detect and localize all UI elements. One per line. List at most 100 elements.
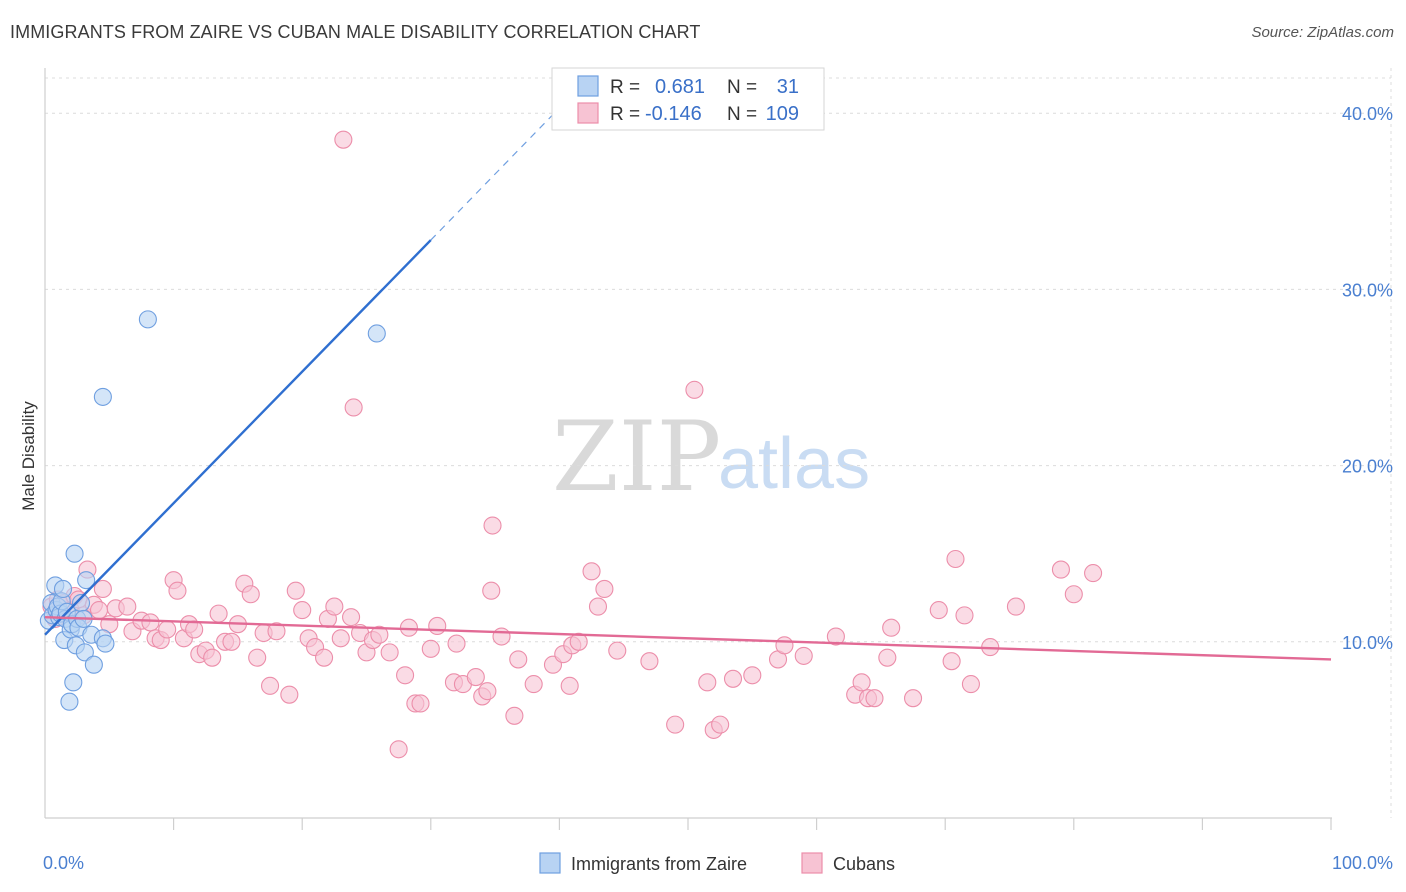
cubans-point-72 <box>492 627 511 646</box>
legend-n-value-zaire: 31 <box>777 76 799 98</box>
cubans-point-111 <box>1051 560 1070 579</box>
cubans-point-63 <box>428 616 447 636</box>
cubans-point-103 <box>903 689 923 708</box>
cubans-point-71 <box>483 516 502 535</box>
cubans-point-45 <box>315 648 334 667</box>
cubans-point-85 <box>640 652 659 671</box>
cubans-point-69 <box>478 682 497 701</box>
y-tick-labels: 10.0% 20.0% 30.0% 40.0% <box>1342 104 1393 653</box>
cubans-point-67 <box>466 667 485 687</box>
zaire-point-13 <box>60 692 79 711</box>
cubans-point-23 <box>168 581 187 600</box>
cubans-point-48 <box>331 629 350 648</box>
cubans-point-74 <box>509 650 528 669</box>
cubans-point-30 <box>209 604 228 623</box>
cubans-point-15 <box>118 597 137 616</box>
cubans-point-96 <box>826 627 845 646</box>
cubans-point-41 <box>286 581 305 600</box>
cubans-point-42 <box>293 601 312 620</box>
legend-swatch-zaire <box>577 75 599 97</box>
cubans-point-56 <box>380 643 399 662</box>
zaire-point-23 <box>75 643 94 662</box>
zaire-point-28 <box>96 634 115 653</box>
cubans-point-106 <box>946 549 965 569</box>
legend-n-label-zaire: N = <box>727 77 757 98</box>
watermark-atlas: atlas <box>718 424 870 504</box>
cubans-point-95 <box>794 646 813 665</box>
cubans-point-26 <box>185 620 204 639</box>
bottom-legend-label-cubans: Cubans <box>833 854 895 874</box>
correlation-legend: R = 0.681 N = 31 R = -0.146 N = 109 <box>551 67 825 131</box>
cubans-point-58 <box>396 666 415 685</box>
cubans-points <box>42 130 1103 759</box>
zaire-point-30 <box>138 310 157 329</box>
cubans-point-88 <box>698 673 717 692</box>
cubans-point-70 <box>482 581 501 600</box>
cubans-point-94 <box>775 636 794 655</box>
cubans-point-53 <box>334 130 353 149</box>
y-tick-label-40: 40.0% <box>1342 104 1393 124</box>
cubans-point-21 <box>158 620 177 639</box>
x-tick-label-max: 100.0% <box>1332 853 1393 873</box>
cubans-point-11 <box>89 601 109 620</box>
zaire-point-31 <box>367 324 386 343</box>
cubans-point-86 <box>666 715 685 734</box>
cubans-point-113 <box>1084 564 1103 583</box>
cubans-point-12 <box>93 579 112 599</box>
bottom-legend-swatch-cubans <box>801 852 823 874</box>
cubans-point-50 <box>344 398 363 417</box>
source-label: Source: ZipAtlas.com <box>1251 24 1394 41</box>
cubans-point-82 <box>588 597 608 616</box>
cubans-point-84 <box>608 641 627 660</box>
cubans-point-57 <box>389 740 408 759</box>
legend-swatch-cubans <box>577 102 599 124</box>
y-axis-title: Male Disability <box>19 401 38 511</box>
cubans-point-81 <box>582 562 601 581</box>
watermark: ZIP atlas <box>552 401 870 513</box>
cubans-point-61 <box>411 694 430 713</box>
cubans-point-83 <box>595 579 614 599</box>
cubans-point-40 <box>280 685 299 704</box>
cubans-point-87 <box>685 380 704 399</box>
cubans-point-80 <box>569 632 588 651</box>
cubans-point-62 <box>421 639 440 658</box>
legend-r-value-zaire: 0.681 <box>655 76 705 98</box>
y-tick-label-30: 30.0% <box>1342 280 1393 300</box>
cubans-point-32 <box>222 632 241 651</box>
cubans-point-102 <box>882 618 901 637</box>
cubans-point-110 <box>1006 597 1025 616</box>
series-legend: Immigrants from Zaire Cubans <box>539 852 895 874</box>
cubans-point-92 <box>743 666 762 685</box>
trend-lines <box>44 107 1332 661</box>
cubans-point-101 <box>878 648 897 667</box>
cubans-point-91 <box>723 669 743 688</box>
x-tick-label-min: 0.0% <box>43 853 84 873</box>
x-ticks <box>173 818 1332 830</box>
legend-r-label-cubans: R = <box>610 104 640 125</box>
cubans-point-38 <box>260 676 280 695</box>
legend-r-value-cubans: -0.146 <box>645 103 702 125</box>
cubans-point-112 <box>1064 585 1083 604</box>
cubans-point-35 <box>241 585 260 604</box>
zaire-trend-extension <box>430 107 560 241</box>
cubans-point-75 <box>524 675 543 694</box>
cubans-point-39 <box>267 622 286 641</box>
y-tick-label-20: 20.0% <box>1342 457 1393 477</box>
cubans-point-55 <box>370 625 389 644</box>
cubans-point-90 <box>711 715 730 734</box>
cubans-point-49 <box>342 608 361 627</box>
cubans-point-100 <box>865 689 884 708</box>
zaire-point-26 <box>84 655 103 674</box>
zaire-point-16 <box>64 673 83 692</box>
legend-n-value-cubans: 109 <box>766 103 799 125</box>
cubans-point-104 <box>929 601 948 620</box>
gridlines <box>45 68 1392 818</box>
cubans-point-47 <box>325 597 344 616</box>
cubans-trend-line <box>44 615 1332 661</box>
chart-title: IMMIGRANTS FROM ZAIRE VS CUBAN MALE DISA… <box>10 22 701 42</box>
cubans-point-78 <box>560 676 579 695</box>
zaire-point-24 <box>77 571 96 590</box>
legend-n-label-cubans: N = <box>727 104 757 125</box>
cubans-point-65 <box>447 634 466 653</box>
